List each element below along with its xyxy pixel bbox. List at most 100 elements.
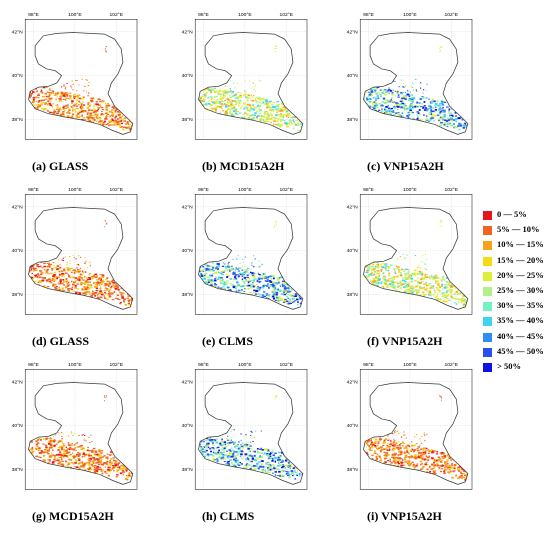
legend-label: 40% — 45% [497, 330, 544, 341]
lat-tick-label: 42°N [12, 379, 23, 385]
lon-tick-label: 100°E [68, 187, 82, 193]
lat-tick-label: 38°N [12, 117, 23, 123]
panel-label: (a) GLASS [32, 159, 89, 173]
map-canvas: 98°E 100°E 102°E 42°N 40°N 38°N [12, 362, 138, 490]
lon-tick-label: 98°E [28, 12, 39, 18]
lon-tick-label: 100°E [238, 362, 252, 368]
legend-item: 45% — 50% [481, 345, 547, 360]
lat-tick-label: 40°N [12, 248, 23, 254]
lat-tick-label: 38°N [182, 467, 193, 473]
map-frame [359, 369, 473, 490]
lat-tick-label: 42°N [182, 379, 193, 385]
legend-label: 30% — 35% [497, 300, 544, 311]
lon-tick-label: 100°E [68, 362, 82, 368]
legend: 0 — 5% 5% — 10% 10% — 15% 15% — 20% 20% — 25… [481, 208, 547, 375]
land-cover-pixels [198, 79, 303, 133]
lat-tick-label: 42°N [347, 29, 358, 35]
lat-tick-label: 42°N [12, 29, 23, 35]
legend-label: 0 — 5% [497, 209, 527, 219]
lat-tick-label: 40°N [182, 423, 193, 429]
map-frame [24, 194, 138, 315]
legend-item: 35% — 40% [481, 314, 547, 329]
lon-tick-label: 102°E [445, 12, 459, 18]
legend-swatch [483, 317, 492, 327]
map-frame [194, 194, 308, 315]
lon-tick-label: 102°E [445, 362, 459, 368]
map-canvas: 98°E 100°E 102°E 42°N 40°N 38°N [182, 187, 308, 315]
map-panel: 98°E 100°E 102°E 42°N 40°N 38°N (i) VNP15A2H [347, 362, 500, 525]
lat-tick-label: 40°N [347, 248, 358, 254]
region-outline [198, 32, 304, 135]
lon-tick-label: 102°E [280, 187, 294, 193]
legend-swatch [483, 211, 492, 220]
legend-item: 30% — 35% [481, 299, 547, 314]
map-panel: 98°E 100°E 102°E 42°N 40°N 38°N (b) MCD15A2H [182, 12, 335, 175]
region-outline [198, 207, 304, 310]
map-canvas: 98°E 100°E 102°E 42°N 40°N 38°N [182, 12, 308, 140]
lon-tick-label: 102°E [110, 12, 124, 18]
lon-tick-label: 100°E [68, 12, 82, 18]
lat-tick-label: 42°N [12, 204, 23, 210]
map-canvas: 98°E 100°E 102°E 42°N 40°N 38°N [347, 12, 473, 140]
lat-tick-label: 40°N [347, 423, 358, 429]
legend-label: 35% — 40% [497, 315, 544, 326]
region-outline [363, 32, 469, 135]
lat-tick-label: 38°N [12, 467, 23, 473]
map-frame [359, 19, 473, 140]
map-frame [24, 19, 138, 140]
panel-label: (d) GLASS [32, 334, 90, 348]
lat-tick-label: 38°N [347, 467, 358, 473]
legend-label: 5% — 10% [497, 224, 540, 235]
lon-tick-label: 102°E [445, 187, 459, 193]
panel-label: (e) CLMS [202, 334, 253, 348]
land-cover-pixels [363, 429, 468, 482]
lon-tick-label: 100°E [403, 187, 417, 193]
panel-label: (h) CLMS [202, 509, 255, 523]
lat-tick-label: 42°N [347, 379, 358, 385]
legend-item: 25% — 30% [481, 284, 547, 299]
panel-label: (i) VNP15A2H [367, 509, 442, 523]
legend-item: 0 — 5% [481, 208, 547, 223]
panel-label: (g) MCD15A2H [32, 509, 114, 523]
lon-tick-label: 102°E [110, 187, 124, 193]
legend-swatch [483, 256, 492, 266]
legend-item: 40% — 45% [481, 330, 547, 345]
land-cover-pixels [363, 78, 468, 131]
lat-tick-label: 38°N [347, 292, 358, 298]
graticule [25, 194, 137, 315]
lon-tick-label: 98°E [363, 187, 374, 193]
legend-item: 15% — 20% [481, 254, 547, 269]
land-cover-pixels [28, 254, 133, 306]
legend-label: 25% — 30% [497, 284, 544, 295]
map-panel: 98°E 100°E 102°E 42°N 40°N 38°N (a) GLASS [12, 12, 165, 175]
lon-tick-label: 100°E [238, 187, 252, 193]
legend-label: 15% — 20% [497, 254, 544, 265]
map-panel: 98°E 100°E 102°E 42°N 40°N 38°N (g) MCD15A2H [12, 362, 165, 525]
legend-item: 5% — 10% [481, 223, 547, 238]
legend-label: 20% — 25% [497, 269, 544, 280]
lon-tick-label: 100°E [238, 12, 252, 18]
legend-swatch [483, 302, 492, 312]
lon-tick-label: 100°E [403, 12, 417, 18]
legend-label: 10% — 15% [497, 239, 544, 250]
legend-swatch [483, 332, 492, 342]
lon-tick-label: 102°E [110, 362, 124, 368]
map-frame [194, 369, 308, 490]
map-panel: 98°E 100°E 102°E 42°N 40°N 38°N (e) CLMS [182, 187, 335, 350]
lon-tick-label: 100°E [403, 362, 417, 368]
lat-tick-label: 38°N [12, 292, 23, 298]
lon-tick-label: 98°E [198, 12, 209, 18]
legend-swatch [483, 226, 492, 236]
legend-item: 20% — 25% [481, 269, 547, 284]
map-frame [359, 194, 473, 315]
lon-tick-label: 102°E [280, 12, 294, 18]
map-canvas: 98°E 100°E 102°E 42°N 40°N 38°N [12, 12, 138, 140]
region-outline [28, 382, 134, 485]
lat-tick-label: 40°N [12, 423, 23, 429]
legend-swatch [483, 362, 492, 372]
map-canvas: 98°E 100°E 102°E 42°N 40°N 38°N [12, 187, 138, 315]
legend-label: > 50% [497, 360, 521, 371]
map-frame [24, 369, 138, 490]
panel-label: (c) VNP15A2H [367, 159, 444, 173]
lat-tick-label: 42°N [182, 29, 193, 35]
